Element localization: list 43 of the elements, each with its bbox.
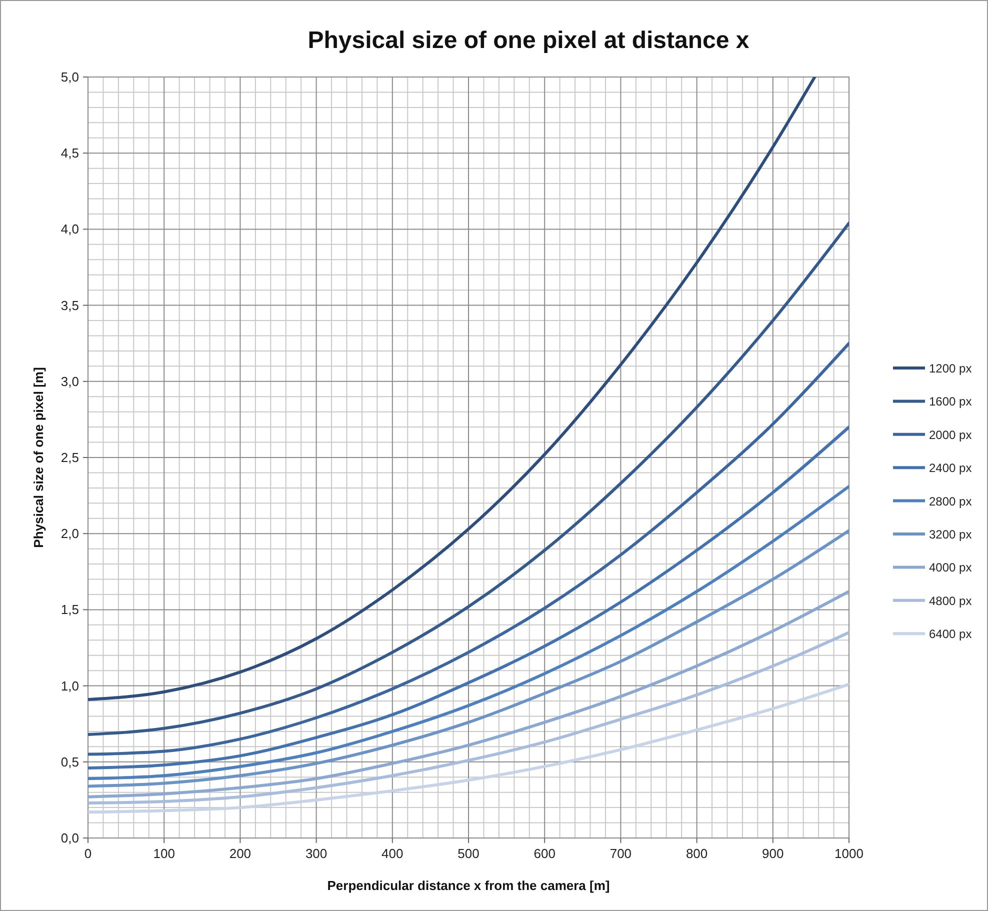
legend-label: 1600 px: [929, 394, 972, 409]
x-tick-label: 400: [382, 846, 404, 861]
y-tick-label: 0,0: [60, 830, 79, 846]
legend-label: 2000 px: [929, 428, 972, 442]
line-series: [88, 529, 849, 788]
line-series: [88, 682, 849, 814]
line-series: [88, 631, 849, 804]
chart-title: Physical size of one pixel at distance x: [308, 27, 750, 54]
legend-label: 6400 px: [929, 627, 972, 642]
legend-label: 2400 px: [929, 461, 972, 476]
x-tick-label: 600: [534, 846, 556, 861]
y-tick-label: 2,5: [60, 450, 79, 465]
y-tick-label: 0,5: [60, 754, 79, 770]
y-tick-label: 4,0: [60, 222, 79, 237]
y-axis-title: Physical size of one pixel [m]: [31, 367, 46, 548]
y-tick-label: 1,0: [60, 678, 79, 694]
x-tick-label: 1000: [834, 846, 864, 861]
line-series: [88, 426, 849, 770]
x-tick-label: 200: [229, 846, 252, 861]
line-series: [88, 222, 849, 736]
line-series: [88, 342, 849, 756]
y-tick-label: 1,5: [60, 602, 79, 618]
y-tick-label: 2,0: [60, 526, 79, 542]
legend-label: 4800 px: [929, 594, 972, 608]
legend-label: 2800 px: [929, 494, 972, 508]
x-tick-label: 800: [686, 846, 708, 861]
legend-label: 1200 px: [929, 362, 972, 376]
x-tick-label: 700: [610, 846, 632, 861]
legend-label: 4000 px: [929, 560, 972, 575]
line-series: [88, 77, 816, 701]
line-series: [88, 484, 849, 780]
x-axis-title: Perpendicular distance x from the camera [m]: [327, 878, 610, 893]
y-tick-label: 3,0: [60, 374, 79, 389]
x-tick-label: 300: [305, 846, 328, 861]
x-tick-label: 100: [153, 846, 175, 861]
y-tick-label: 3,5: [60, 298, 79, 313]
x-tick-label: 900: [762, 846, 784, 861]
y-tick-label: 4,5: [60, 146, 79, 161]
legend-label: 3200 px: [929, 528, 972, 542]
y-tick-label: 5,0: [60, 70, 79, 84]
line-series: [88, 590, 849, 798]
x-tick-label: 0: [84, 846, 92, 861]
x-tick-label: 500: [458, 846, 480, 861]
